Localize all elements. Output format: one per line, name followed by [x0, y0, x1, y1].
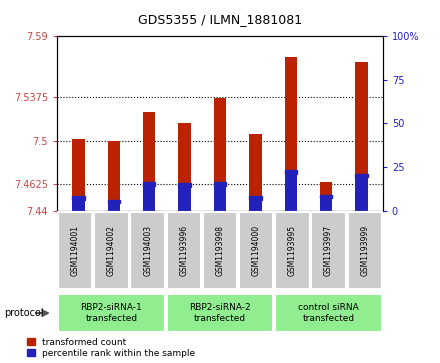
Bar: [285, 171, 297, 174]
Bar: [143, 112, 155, 211]
Bar: [285, 57, 297, 211]
Text: protocol: protocol: [4, 308, 44, 318]
Legend: transformed count, percentile rank within the sample: transformed count, percentile rank withi…: [26, 337, 196, 359]
Bar: [320, 182, 332, 211]
Bar: [356, 176, 368, 211]
Bar: [320, 195, 332, 198]
Text: GSM1193996: GSM1193996: [180, 225, 188, 276]
Text: RBP2-siRNA-2
transfected: RBP2-siRNA-2 transfected: [189, 303, 251, 323]
Bar: [356, 62, 368, 211]
Text: control siRNA
transfected: control siRNA transfected: [298, 303, 359, 323]
Text: GSM1194001: GSM1194001: [71, 225, 80, 276]
Bar: [285, 172, 297, 211]
Text: GSM1193997: GSM1193997: [324, 225, 333, 276]
Text: GSM1194000: GSM1194000: [252, 225, 260, 276]
Bar: [72, 196, 84, 200]
Bar: [249, 198, 262, 211]
Text: GSM1193995: GSM1193995: [288, 225, 297, 276]
Bar: [108, 201, 120, 211]
Text: GSM1194002: GSM1194002: [107, 225, 116, 276]
Bar: [72, 139, 84, 211]
Bar: [143, 182, 155, 185]
Bar: [72, 198, 84, 211]
Text: GSM1193998: GSM1193998: [216, 225, 224, 276]
Bar: [214, 182, 226, 185]
Bar: [143, 184, 155, 211]
Bar: [178, 185, 191, 211]
Text: GSM1193999: GSM1193999: [360, 225, 369, 276]
Bar: [249, 196, 262, 200]
Bar: [249, 134, 262, 211]
Bar: [178, 123, 191, 211]
Bar: [356, 174, 368, 178]
Bar: [214, 184, 226, 211]
Text: GSM1194003: GSM1194003: [143, 225, 152, 276]
Text: GDS5355 / ILMN_1881081: GDS5355 / ILMN_1881081: [138, 13, 302, 26]
Text: RBP2-siRNA-1
transfected: RBP2-siRNA-1 transfected: [81, 303, 143, 323]
Bar: [108, 200, 120, 203]
Bar: [214, 98, 226, 211]
Bar: [320, 197, 332, 211]
Bar: [108, 141, 120, 211]
Bar: [178, 183, 191, 187]
